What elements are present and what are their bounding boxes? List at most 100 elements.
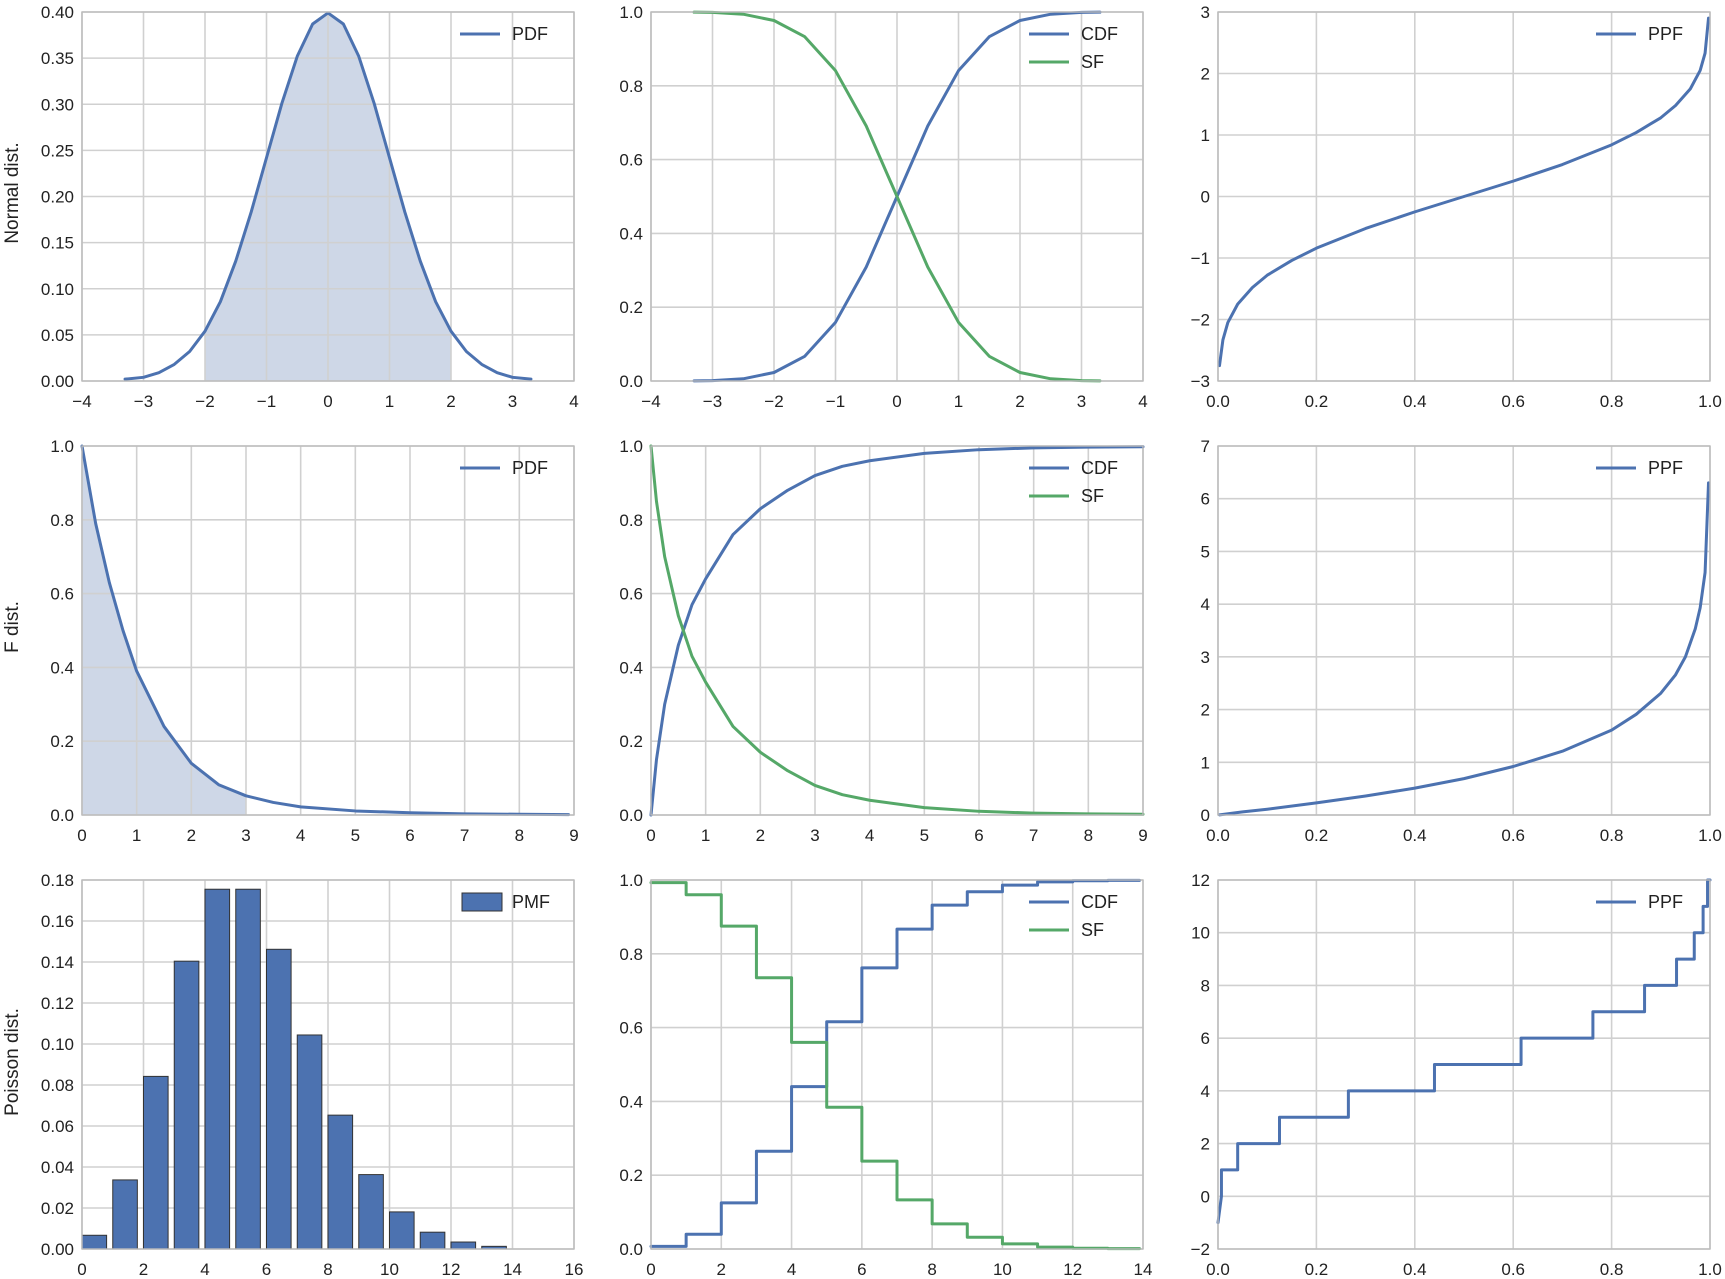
y-tick-label: 0.10 (41, 280, 74, 299)
legend-label-sf: SF (1081, 52, 1104, 72)
y-tick-label: 4 (1201, 595, 1210, 614)
x-tick-label: 9 (1138, 826, 1147, 845)
x-tick-label: 0 (323, 392, 332, 411)
x-tick-label: 1 (132, 826, 141, 845)
legend-label-cdf: CDF (1081, 892, 1118, 912)
panels: −4 −3 −2 −1 0 1 2 3 40.000.050.100.150.200.250.3… (41, 3, 1722, 1279)
y-tick-label: 3 (1201, 648, 1210, 667)
bar-5 (235, 888, 261, 1250)
panel-normal-pdf: −4 −3 −2 −1 0 1 2 3 4 0.00 0.05 0.10 0.15 0.20 0.25 0.3… (41, 3, 579, 411)
bar-12 (450, 1241, 477, 1250)
x-tick-label: −1 (826, 392, 845, 411)
y-tick-label: 0 (1201, 188, 1210, 207)
y-tick-label: 0.15 (41, 234, 74, 253)
y-tick-label: 0.08 (41, 1076, 74, 1095)
y-tick-label: −2 (1191, 1240, 1210, 1259)
x-tick-label: 16 (565, 1260, 584, 1279)
panel-f-cdf: 0 1 2 3 4 5 6 7 8 9 0.0 0.2 0.4 0.6 0.8 1.0 CDF SF (619, 437, 1147, 845)
plot-frame (650, 11, 1144, 382)
x-tick-label: 0.8 (1600, 826, 1624, 845)
x-tick-label: 10 (993, 1260, 1012, 1279)
x-tick-label: −3 (703, 392, 722, 411)
legend-label-sf: SF (1081, 486, 1104, 506)
x-tick-label: 2 (187, 826, 196, 845)
x-tick-label: 2 (717, 1260, 726, 1279)
plot-frame (1217, 879, 1711, 1250)
y-tick-label: −1 (1191, 249, 1210, 268)
x-tick-label: 0 (646, 826, 655, 845)
y-tick-label: 0.4 (619, 1092, 643, 1111)
plot-frame (650, 445, 1144, 816)
y-tick-label: 1 (1201, 126, 1210, 145)
x-tick-label: 0 (892, 392, 901, 411)
y-tick-label: 0.0 (619, 806, 643, 825)
x-tick-label: 3 (810, 826, 819, 845)
y-tick-label: −3 (1191, 372, 1210, 391)
y-tick-label: 0.6 (50, 585, 74, 604)
x-tick-label: 0.6 (1501, 826, 1525, 845)
plot-frame (650, 879, 1144, 1250)
y-tick-label: 0.02 (41, 1199, 74, 1218)
y-tick-label: 1.0 (50, 437, 74, 456)
panel-f-pdf: 0 1 2 3 4 5 6 7 8 9 0.0 0.2 0.4 0.6 0.8 1.0 PDF (50, 437, 578, 845)
y-tick-label: 8 (1201, 976, 1210, 995)
y-tick-label: 0.2 (619, 732, 643, 751)
y-tick-label: 0.18 (41, 871, 74, 890)
bar-6 (266, 948, 292, 1250)
series-line-sf (649, 444, 1145, 816)
x-tick-label: 3 (508, 392, 517, 411)
x-tick-label: 7 (1029, 826, 1038, 845)
series-line-cdf (649, 878, 1141, 1248)
y-tick-label: 0.30 (41, 95, 74, 114)
y-tick-label: 0.12 (41, 994, 74, 1013)
y-tick-label: 0.05 (41, 326, 74, 345)
x-tick-label: 0.8 (1600, 392, 1624, 411)
y-tick-label: 0.8 (50, 511, 74, 530)
legend-label-pdf: PDF (512, 458, 548, 478)
plot-area (651, 446, 1143, 815)
bar-3 (173, 960, 200, 1250)
x-tick-label: 0.0 (1206, 392, 1230, 411)
legend-label-sf: SF (1081, 920, 1104, 940)
y-tick-label: 0.00 (41, 372, 74, 391)
y-tick-label: 2 (1201, 65, 1210, 84)
y-tick-label: 0.6 (619, 585, 643, 604)
shaded-area (82, 446, 246, 815)
x-tick-label: 0.2 (1305, 392, 1329, 411)
x-tick-label: 0 (77, 1260, 86, 1279)
plot-area (1218, 446, 1710, 815)
bar-9 (358, 1174, 384, 1250)
y-tick-label: 1.0 (619, 3, 643, 22)
y-tick-label: 0.2 (619, 1166, 643, 1185)
y-tick-label: 0.6 (619, 151, 643, 170)
y-tick-label: 0 (1201, 1187, 1210, 1206)
y-tick-label: 0.4 (619, 658, 643, 677)
x-tick-label: 0 (646, 1260, 655, 1279)
x-tick-label: −2 (195, 392, 214, 411)
x-tick-label: 7 (460, 826, 469, 845)
row-label-normal: Normal dist. (2, 142, 23, 243)
legend-label-ppf: PPF (1648, 892, 1683, 912)
x-tick-label: 14 (1134, 1260, 1153, 1279)
panel-poisson-cdf: 0 2 4 6 8 10 12 14 0.0 0.2 0.4 0.6 0.8 1.0 CDF SF (619, 871, 1152, 1279)
y-tick-label: 1 (1201, 753, 1210, 772)
y-tick-label: 0.2 (619, 298, 643, 317)
x-tick-label: 1.0 (1698, 392, 1722, 411)
bar-2 (143, 1075, 169, 1250)
y-tick-label: 0.6 (619, 1019, 643, 1038)
series-line-ppf (1217, 481, 1711, 817)
panel-normal-ppf: 0.0 0.2 0.4 0.6 0.8 1.0 −3 −2 −1 0 1 2 3 PPF (1191, 3, 1722, 411)
bar-10 (389, 1211, 415, 1250)
bar-8 (327, 1114, 354, 1250)
panel-f-ppf: 0.0 0.2 0.4 0.6 0.8 1.0 0 1 2 3 4 5 6 7 PPF (1201, 437, 1722, 845)
x-tick-label: 12 (442, 1260, 461, 1279)
x-tick-label: 2 (446, 392, 455, 411)
plot-frame (81, 445, 575, 816)
y-tick-label: −2 (1191, 311, 1210, 330)
y-tick-label: 0.25 (41, 141, 74, 160)
y-tick-label: 6 (1201, 490, 1210, 509)
legend-label-ppf: PPF (1648, 24, 1683, 44)
x-tick-label: 2 (139, 1260, 148, 1279)
x-tick-label: −1 (257, 392, 276, 411)
